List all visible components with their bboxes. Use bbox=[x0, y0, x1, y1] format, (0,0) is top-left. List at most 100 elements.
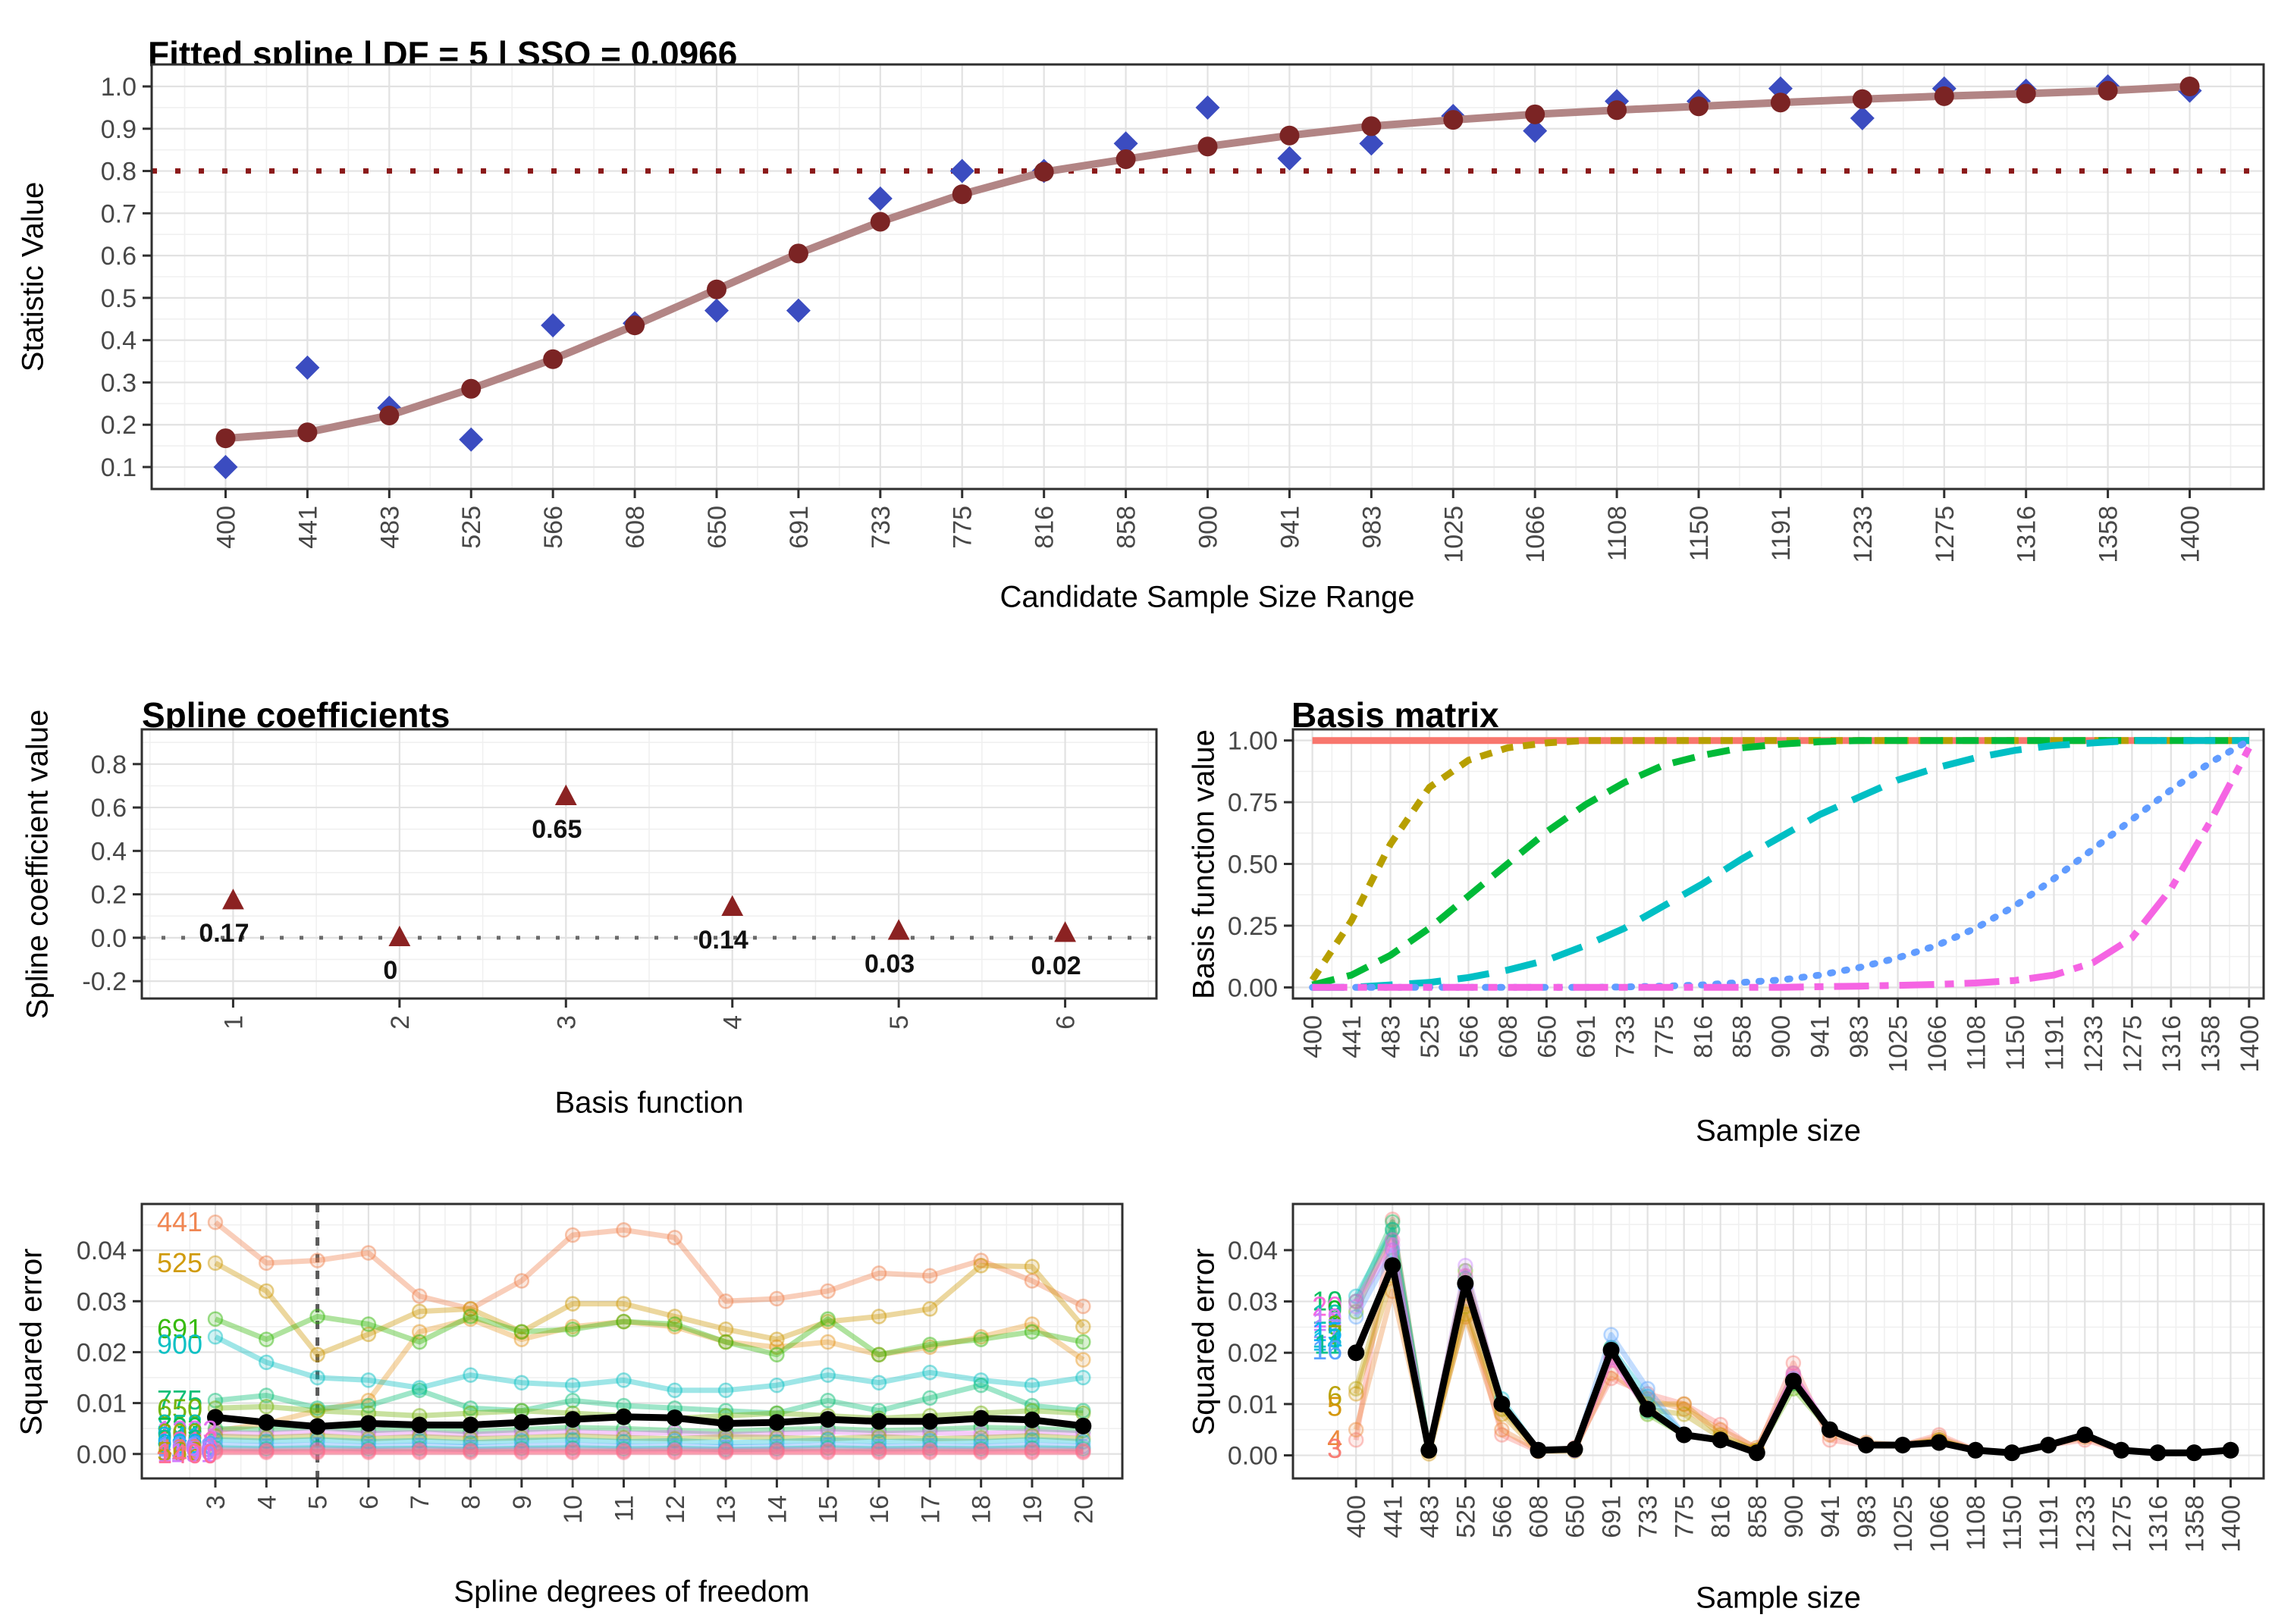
svg-text:1108: 1108 bbox=[1962, 1495, 1991, 1550]
x-axis-title-sample-size-basis: Sample size bbox=[1696, 1114, 1861, 1148]
svg-text:441: 441 bbox=[1338, 1015, 1367, 1058]
svg-text:566: 566 bbox=[1488, 1495, 1517, 1538]
svg-text:0.4: 0.4 bbox=[101, 327, 136, 356]
svg-text:7: 7 bbox=[406, 1495, 435, 1510]
svg-text:525: 525 bbox=[157, 1247, 202, 1278]
svg-text:7: 7 bbox=[1327, 1319, 1342, 1350]
svg-text:17: 17 bbox=[1312, 1313, 1342, 1344]
svg-text:775: 775 bbox=[949, 506, 977, 549]
svg-text:566: 566 bbox=[157, 1436, 202, 1467]
svg-text:900: 900 bbox=[157, 1328, 202, 1359]
svg-text:0.2: 0.2 bbox=[101, 411, 136, 440]
svg-text:1358: 1358 bbox=[2196, 1015, 2225, 1073]
svg-text:983: 983 bbox=[1845, 1015, 1874, 1058]
svg-text:0: 0 bbox=[383, 956, 397, 985]
svg-text:15: 15 bbox=[1312, 1316, 1342, 1347]
svg-text:608: 608 bbox=[1524, 1495, 1553, 1538]
svg-text:983: 983 bbox=[1357, 506, 1386, 549]
svg-text:650: 650 bbox=[157, 1394, 202, 1425]
svg-text:650: 650 bbox=[1533, 1015, 1561, 1058]
svg-text:858: 858 bbox=[157, 1409, 202, 1440]
svg-text:12: 12 bbox=[1312, 1299, 1342, 1330]
svg-text:1316: 1316 bbox=[2013, 506, 2041, 563]
svg-text:0.02: 0.02 bbox=[1031, 952, 1081, 980]
svg-text:5: 5 bbox=[1327, 1390, 1342, 1422]
svg-text:8: 8 bbox=[457, 1495, 486, 1510]
svg-text:4: 4 bbox=[1327, 1424, 1342, 1455]
svg-text:0.02: 0.02 bbox=[77, 1338, 127, 1367]
svg-text:1275: 1275 bbox=[2118, 1015, 2147, 1073]
svg-text:20: 20 bbox=[1069, 1495, 1098, 1524]
svg-text:0.50: 0.50 bbox=[1228, 851, 1278, 879]
svg-text:1233: 1233 bbox=[157, 1415, 218, 1446]
svg-text:1150: 1150 bbox=[1685, 506, 1714, 561]
svg-text:1025: 1025 bbox=[1889, 1495, 1918, 1553]
svg-text:0.01: 0.01 bbox=[77, 1390, 127, 1419]
svg-text:566: 566 bbox=[539, 506, 568, 549]
svg-text:983: 983 bbox=[157, 1428, 202, 1459]
svg-text:1150: 1150 bbox=[157, 1435, 215, 1466]
svg-text:1233: 1233 bbox=[2071, 1495, 2100, 1553]
svg-text:1025: 1025 bbox=[1884, 1015, 1913, 1073]
svg-text:1233: 1233 bbox=[1849, 506, 1878, 563]
svg-text:0.03: 0.03 bbox=[77, 1287, 127, 1316]
svg-text:11: 11 bbox=[610, 1495, 639, 1522]
svg-text:0.9: 0.9 bbox=[101, 115, 136, 144]
svg-text:691: 691 bbox=[1598, 1495, 1627, 1538]
svg-text:400: 400 bbox=[1342, 1495, 1371, 1538]
svg-text:14: 14 bbox=[1312, 1325, 1342, 1356]
svg-text:9: 9 bbox=[1327, 1295, 1342, 1326]
svg-text:775: 775 bbox=[157, 1384, 202, 1416]
svg-text:1108: 1108 bbox=[1963, 1015, 1991, 1071]
svg-text:400: 400 bbox=[212, 506, 240, 549]
svg-text:483: 483 bbox=[1415, 1495, 1444, 1538]
svg-text:3: 3 bbox=[1327, 1433, 1342, 1464]
svg-text:0.65: 0.65 bbox=[532, 815, 582, 844]
svg-text:733: 733 bbox=[1634, 1495, 1663, 1538]
svg-text:1025: 1025 bbox=[1439, 506, 1468, 563]
svg-text:441: 441 bbox=[293, 506, 322, 549]
svg-text:1191: 1191 bbox=[2040, 1015, 2069, 1071]
svg-text:19: 19 bbox=[1312, 1303, 1342, 1334]
svg-text:691: 691 bbox=[785, 506, 814, 549]
svg-text:1316: 1316 bbox=[2144, 1495, 2173, 1553]
svg-text:1358: 1358 bbox=[2180, 1495, 2209, 1553]
svg-text:525: 525 bbox=[1416, 1015, 1445, 1058]
svg-text:816: 816 bbox=[157, 1424, 202, 1455]
svg-text:816: 816 bbox=[1689, 1015, 1718, 1058]
svg-text:6: 6 bbox=[1052, 1015, 1081, 1030]
svg-text:0.0: 0.0 bbox=[91, 924, 127, 953]
svg-text:6: 6 bbox=[355, 1495, 384, 1510]
svg-text:483: 483 bbox=[1377, 1015, 1406, 1058]
svg-text:441: 441 bbox=[157, 1206, 202, 1237]
svg-text:1400: 1400 bbox=[2176, 506, 2205, 563]
svg-text:483: 483 bbox=[375, 506, 404, 549]
x-axis-title-candidate-sample-size: Candidate Sample Size Range bbox=[999, 580, 1415, 614]
svg-text:525: 525 bbox=[1451, 1495, 1480, 1538]
svg-text:5: 5 bbox=[304, 1495, 333, 1510]
svg-text:941: 941 bbox=[157, 1421, 202, 1452]
svg-text:0.3: 0.3 bbox=[101, 368, 136, 397]
svg-text:9: 9 bbox=[508, 1495, 537, 1510]
svg-text:0.03: 0.03 bbox=[1228, 1288, 1278, 1317]
svg-text:0.6: 0.6 bbox=[91, 794, 127, 823]
svg-text:1400: 1400 bbox=[2217, 1495, 2245, 1553]
svg-text:1: 1 bbox=[219, 1015, 248, 1030]
svg-text:1191: 1191 bbox=[1767, 506, 1796, 561]
svg-text:1108: 1108 bbox=[1603, 506, 1632, 561]
svg-text:0.00: 0.00 bbox=[1228, 1442, 1278, 1471]
svg-text:11: 11 bbox=[1314, 1328, 1342, 1359]
svg-text:1191: 1191 bbox=[157, 1437, 215, 1468]
svg-text:1108: 1108 bbox=[157, 1432, 215, 1463]
svg-text:12: 12 bbox=[661, 1495, 690, 1524]
svg-text:775: 775 bbox=[1671, 1495, 1699, 1538]
svg-text:13: 13 bbox=[1312, 1322, 1342, 1353]
svg-text:0.00: 0.00 bbox=[77, 1441, 127, 1469]
svg-text:900: 900 bbox=[1767, 1015, 1796, 1058]
svg-text:0.8: 0.8 bbox=[101, 158, 136, 187]
svg-text:1191: 1191 bbox=[2035, 1495, 2063, 1550]
svg-text:691: 691 bbox=[1572, 1015, 1601, 1058]
svg-text:400: 400 bbox=[157, 1434, 202, 1465]
